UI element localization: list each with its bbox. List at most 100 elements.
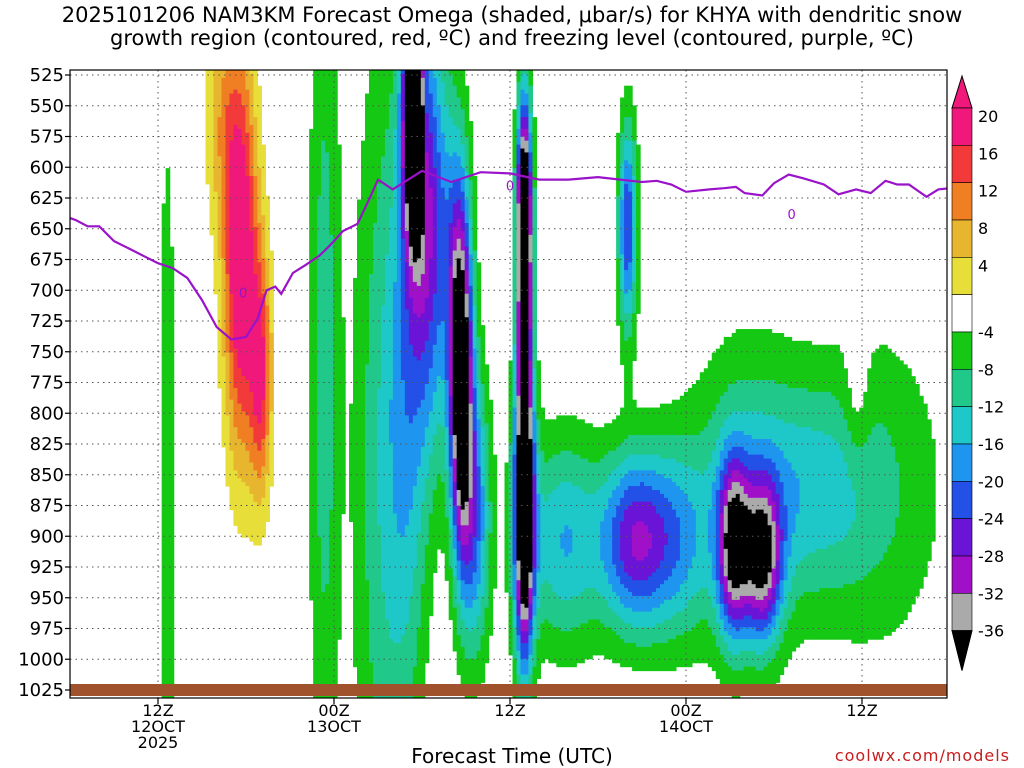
omega-cell: [412, 81, 418, 87]
omega-cell: [372, 293, 378, 299]
omega-cell: [333, 325, 338, 330]
omega-cell: [396, 77, 402, 83]
omega-cell: [253, 270, 258, 275]
omega-cell: [632, 136, 637, 142]
omega-cell: [317, 348, 322, 354]
omega-cell: [416, 211, 422, 216]
omega-cell: [412, 148, 418, 154]
omega-cell: [628, 132, 633, 138]
omega-cell: [460, 85, 466, 91]
omega-cell: [632, 132, 637, 138]
omega-cell: [241, 340, 246, 346]
omega-cell: [364, 301, 370, 307]
omega-cell: [456, 336, 462, 342]
omega-cell: [329, 309, 334, 314]
omega-cell: [452, 293, 458, 299]
omega-cell: [624, 191, 629, 197]
omega-cell: [313, 230, 318, 236]
omega-cell: [408, 183, 414, 189]
omega-cell: [400, 132, 406, 138]
omega-cell: [516, 321, 522, 326]
omega-cell: [309, 293, 314, 299]
omega-cell: [317, 313, 322, 318]
omega-cell: [751, 336, 757, 342]
omega-cell: [448, 70, 454, 75]
omega-cell: [165, 325, 171, 330]
omega-cell: [253, 105, 258, 110]
omega-cell: [512, 124, 518, 130]
omega-cell: [321, 289, 326, 295]
omega-cell: [624, 124, 629, 130]
omega-cell: [329, 70, 334, 75]
omega-cell: [468, 187, 474, 193]
omega-cell: [257, 234, 262, 240]
omega-cell: [512, 242, 518, 248]
omega-cell: [528, 132, 534, 138]
omega-cell: [321, 301, 326, 307]
omega-cell: [392, 242, 398, 248]
omega-cell: [512, 332, 518, 338]
omega-cell: [632, 234, 637, 240]
omega-cell: [257, 325, 262, 330]
omega-cell: [325, 195, 330, 201]
omega-cell: [620, 356, 625, 362]
omega-cell: [448, 344, 454, 350]
omega-cell: [432, 352, 438, 358]
omega-cell: [400, 234, 406, 240]
omega-cell: [735, 348, 741, 354]
omega-cell: [213, 254, 219, 259]
omega-cell: [341, 360, 346, 365]
omega-cell: [388, 101, 394, 106]
omega-cell: [516, 89, 522, 95]
omega-cell: [392, 274, 398, 279]
omega-cell: [225, 266, 231, 271]
omega-cell: [520, 238, 526, 244]
omega-cell: [512, 219, 518, 224]
omega-cell: [380, 352, 386, 358]
omega-cell: [241, 81, 246, 87]
omega-cell: [416, 168, 422, 173]
omega-cell: [528, 336, 534, 342]
omega-cell: [408, 274, 414, 279]
omega-cell: [472, 191, 478, 197]
omega-cell: [221, 313, 227, 318]
omega-cell: [871, 356, 876, 362]
omega-cell: [476, 305, 482, 311]
omega-cell: [388, 223, 394, 228]
omega-cell: [384, 132, 390, 138]
omega-cell: [448, 183, 454, 189]
omega-cell: [771, 348, 777, 354]
omega-cell: [249, 77, 254, 83]
omega-cell: [400, 230, 406, 236]
omega-cell: [408, 317, 414, 322]
omega-cell: [719, 352, 725, 358]
omega-cell: [241, 278, 246, 283]
omega-cell: [404, 207, 410, 212]
omega-cell: [400, 219, 406, 224]
omega-cell: [257, 285, 262, 291]
omega-cell: [783, 348, 789, 354]
omega-cell: [532, 172, 538, 177]
omega-cell: [520, 93, 526, 99]
omega-cell: [329, 274, 334, 279]
omega-cell: [468, 274, 474, 279]
omega-cell: [787, 344, 793, 350]
omega-cell: [883, 344, 888, 350]
omega-cell: [404, 191, 410, 197]
omega-cell: [229, 207, 235, 212]
omega-cell: [325, 85, 330, 91]
omega-cell: [380, 360, 386, 365]
omega-cell: [396, 128, 402, 134]
omega-cell: [452, 309, 458, 314]
omega-cell: [520, 348, 526, 354]
omega-cell: [472, 266, 478, 271]
omega-cell: [456, 332, 462, 338]
omega-cell: [364, 344, 370, 350]
omega-cell: [428, 317, 434, 322]
omega-cell: [372, 164, 378, 169]
omega-cell: [388, 93, 394, 99]
omega-cell: [249, 132, 254, 138]
omega-cell: [241, 160, 246, 165]
omega-cell: [245, 238, 250, 244]
omega-cell: [460, 77, 466, 83]
